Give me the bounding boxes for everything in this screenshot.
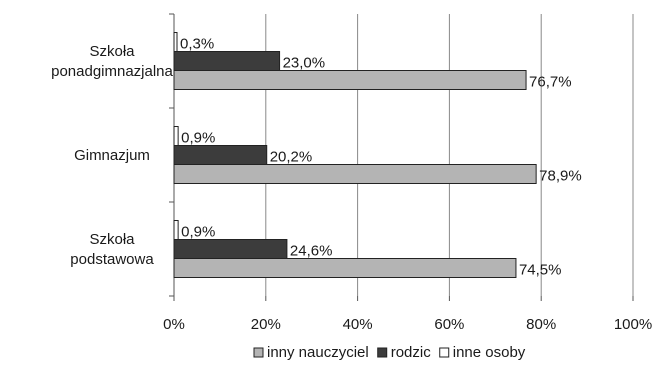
data-label: 24,6% [290, 243, 333, 260]
x-tick-label: 40% [343, 316, 373, 333]
category-labels: Szkoła ponadgimnazjalna Gimnazjum Szkoła pod… [51, 43, 173, 268]
x-tick-label: 80% [526, 316, 556, 333]
bar-inne-osoby [173, 220, 179, 240]
data-label: 78,9% [539, 168, 582, 185]
x-tick-labels: 0% 20% 40% 60% 80% 100% [163, 316, 652, 333]
data-label: 0,3% [180, 36, 214, 53]
bar-inny-nauczyciel [173, 164, 537, 184]
category-label: ponadgimnazjalna [51, 63, 173, 80]
x-tick-label: 100% [614, 316, 652, 333]
legend-swatch [439, 347, 450, 358]
data-labels: 0,3% 23,0% 76,7% 0,9% 20,2% 78,9% 0,9% 24,6% 74,… [180, 36, 582, 279]
bar-inny-nauczyciel [173, 258, 517, 278]
bars [173, 32, 537, 278]
category-label: Gimnazjum [74, 147, 150, 164]
category-label: podstawowa [70, 251, 154, 268]
category-label: Szkoła [89, 43, 135, 60]
bar-inne-osoby [173, 126, 179, 146]
bar-rodzic [173, 51, 281, 71]
bar-inne-osoby [173, 32, 178, 52]
data-label: 0,9% [181, 224, 215, 241]
bar-rodzic [173, 145, 268, 165]
data-label: 76,7% [529, 74, 572, 91]
x-tick-label: 0% [163, 316, 185, 333]
legend-label: inny nauczyciel [267, 344, 369, 361]
x-tick-label: 20% [251, 316, 281, 333]
legend-swatch [377, 347, 388, 358]
data-label: 20,2% [270, 149, 313, 166]
category-label: Szkoła [89, 231, 135, 248]
legend-swatch [253, 347, 264, 358]
data-label: 23,0% [283, 55, 326, 72]
bar-rodzic [173, 239, 288, 259]
legend: inny nauczyciel rodzic inne osoby [253, 344, 526, 361]
bar-inny-nauczyciel [173, 70, 527, 90]
legend-label: inne osoby [453, 344, 526, 361]
legend-label: rodzic [391, 344, 432, 361]
data-label: 0,9% [181, 130, 215, 147]
x-tick-label: 60% [434, 316, 464, 333]
data-label: 74,5% [519, 262, 562, 279]
